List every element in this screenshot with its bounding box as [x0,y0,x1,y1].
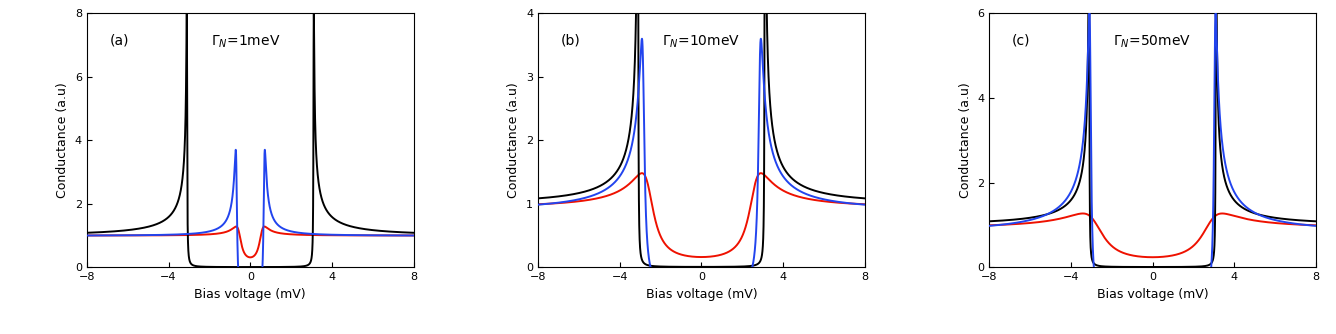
Y-axis label: Conductance (a.u): Conductance (a.u) [56,82,69,198]
X-axis label: Bias voltage (mV): Bias voltage (mV) [1097,288,1208,301]
Text: (b): (b) [561,34,581,48]
Text: (c): (c) [1011,34,1030,48]
Y-axis label: Conductance (a.u): Conductance (a.u) [958,82,971,198]
X-axis label: Bias voltage (mV): Bias voltage (mV) [645,288,758,301]
Text: $\Gamma_N$=50meV: $\Gamma_N$=50meV [1113,34,1192,50]
Y-axis label: Conductance (a.u): Conductance (a.u) [508,82,521,198]
Text: (a): (a) [110,34,130,48]
X-axis label: Bias voltage (mV): Bias voltage (mV) [195,288,306,301]
Text: $\Gamma_N$=1meV: $\Gamma_N$=1meV [211,34,281,50]
Text: $\Gamma_N$=10meV: $\Gamma_N$=10meV [663,34,740,50]
